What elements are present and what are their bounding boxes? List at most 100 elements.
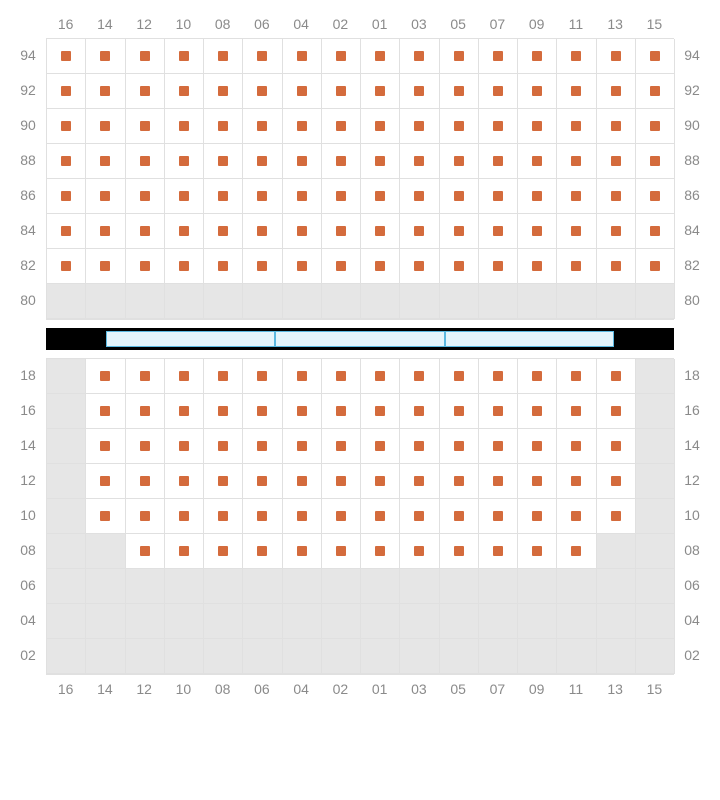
seat-cell[interactable] [597, 249, 636, 284]
seat-cell[interactable] [440, 74, 479, 109]
seat-cell[interactable] [243, 144, 282, 179]
seat-cell[interactable] [165, 179, 204, 214]
seat-cell[interactable] [86, 144, 125, 179]
seat-cell[interactable] [243, 499, 282, 534]
seat-cell[interactable] [400, 464, 439, 499]
seat-cell[interactable] [86, 359, 125, 394]
seat-cell[interactable] [479, 214, 518, 249]
seat-cell[interactable] [440, 499, 479, 534]
seat-cell[interactable] [440, 109, 479, 144]
seat-cell[interactable] [597, 359, 636, 394]
seat-cell[interactable] [283, 39, 322, 74]
seat-cell[interactable] [322, 534, 361, 569]
seat-cell[interactable] [400, 359, 439, 394]
seat-cell[interactable] [165, 394, 204, 429]
seat-cell[interactable] [361, 179, 400, 214]
seat-cell[interactable] [204, 179, 243, 214]
seat-cell[interactable] [597, 499, 636, 534]
seat-cell[interactable] [400, 144, 439, 179]
seat-cell[interactable] [557, 74, 596, 109]
seat-cell[interactable] [518, 464, 557, 499]
seat-cell[interactable] [283, 534, 322, 569]
seat-cell[interactable] [479, 429, 518, 464]
seat-cell[interactable] [165, 429, 204, 464]
seat-cell[interactable] [636, 179, 675, 214]
seat-cell[interactable] [361, 394, 400, 429]
seat-cell[interactable] [361, 39, 400, 74]
seat-cell[interactable] [165, 214, 204, 249]
seat-cell[interactable] [636, 109, 675, 144]
seat-cell[interactable] [361, 144, 400, 179]
seat-cell[interactable] [243, 109, 282, 144]
seat-cell[interactable] [400, 39, 439, 74]
seat-cell[interactable] [361, 464, 400, 499]
seat-cell[interactable] [479, 394, 518, 429]
seat-cell[interactable] [557, 214, 596, 249]
seat-cell[interactable] [400, 499, 439, 534]
seat-cell[interactable] [597, 394, 636, 429]
seat-cell[interactable] [86, 464, 125, 499]
seat-cell[interactable] [165, 534, 204, 569]
seat-cell[interactable] [479, 179, 518, 214]
seat-cell[interactable] [283, 214, 322, 249]
seat-cell[interactable] [204, 499, 243, 534]
seat-cell[interactable] [557, 39, 596, 74]
seat-cell[interactable] [400, 214, 439, 249]
seat-cell[interactable] [440, 214, 479, 249]
seat-cell[interactable] [597, 39, 636, 74]
seat-cell[interactable] [126, 429, 165, 464]
seat-cell[interactable] [86, 109, 125, 144]
seat-cell[interactable] [518, 144, 557, 179]
seat-cell[interactable] [243, 464, 282, 499]
seat-cell[interactable] [479, 464, 518, 499]
seat-cell[interactable] [322, 74, 361, 109]
seat-cell[interactable] [204, 109, 243, 144]
seat-cell[interactable] [440, 394, 479, 429]
seat-cell[interactable] [361, 74, 400, 109]
seat-cell[interactable] [322, 179, 361, 214]
seat-cell[interactable] [322, 109, 361, 144]
seat-cell[interactable] [400, 74, 439, 109]
seat-cell[interactable] [283, 109, 322, 144]
seat-cell[interactable] [243, 74, 282, 109]
seat-cell[interactable] [126, 249, 165, 284]
seat-cell[interactable] [636, 74, 675, 109]
seat-cell[interactable] [126, 499, 165, 534]
seat-cell[interactable] [204, 74, 243, 109]
seat-cell[interactable] [165, 249, 204, 284]
seat-cell[interactable] [400, 179, 439, 214]
seat-cell[interactable] [86, 394, 125, 429]
seat-cell[interactable] [597, 429, 636, 464]
seat-cell[interactable] [243, 429, 282, 464]
seat-cell[interactable] [557, 464, 596, 499]
seat-cell[interactable] [479, 74, 518, 109]
seat-cell[interactable] [165, 499, 204, 534]
seat-cell[interactable] [165, 109, 204, 144]
seat-cell[interactable] [479, 109, 518, 144]
seat-cell[interactable] [557, 499, 596, 534]
seat-cell[interactable] [518, 499, 557, 534]
seat-cell[interactable] [283, 499, 322, 534]
seat-cell[interactable] [400, 394, 439, 429]
seat-cell[interactable] [636, 39, 675, 74]
seat-cell[interactable] [518, 179, 557, 214]
seat-cell[interactable] [165, 39, 204, 74]
seat-cell[interactable] [86, 499, 125, 534]
seat-cell[interactable] [243, 179, 282, 214]
seat-cell[interactable] [400, 534, 439, 569]
seat-cell[interactable] [597, 214, 636, 249]
seat-cell[interactable] [322, 359, 361, 394]
seat-cell[interactable] [126, 144, 165, 179]
seat-cell[interactable] [322, 214, 361, 249]
seat-cell[interactable] [204, 214, 243, 249]
seat-cell[interactable] [322, 39, 361, 74]
seat-cell[interactable] [243, 534, 282, 569]
seat-cell[interactable] [440, 429, 479, 464]
seat-cell[interactable] [243, 249, 282, 284]
seat-cell[interactable] [204, 464, 243, 499]
seat-cell[interactable] [440, 249, 479, 284]
seat-cell[interactable] [322, 144, 361, 179]
seat-cell[interactable] [243, 359, 282, 394]
seat-cell[interactable] [126, 464, 165, 499]
seat-cell[interactable] [86, 249, 125, 284]
